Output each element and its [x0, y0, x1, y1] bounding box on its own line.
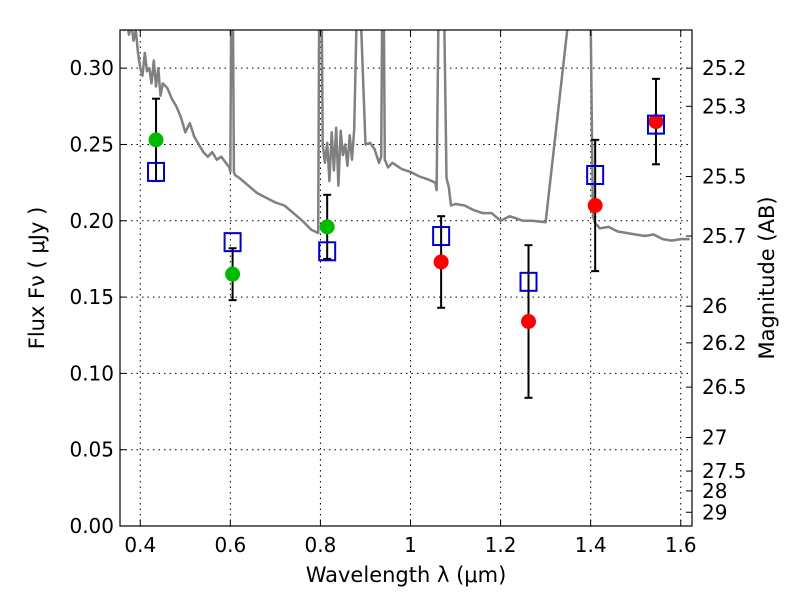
- y-tick-label: 0.30: [69, 56, 114, 80]
- detection-point: [648, 114, 664, 130]
- y-tick-label: 0.20: [69, 209, 114, 233]
- y2-tick-label: 25.7: [702, 224, 747, 248]
- x-tick-label: 0.6: [214, 533, 246, 557]
- grid: [120, 30, 692, 527]
- y-tick-label: 0.15: [69, 285, 114, 309]
- y-tick-label: 0.10: [69, 361, 114, 385]
- detection-point: [587, 198, 603, 214]
- y2-tick-label: 26.2: [702, 331, 747, 355]
- y2-tick-label: 25.2: [702, 56, 747, 80]
- model-square: [519, 271, 538, 292]
- y2-axis-label: Magnitude (AB): [755, 196, 779, 359]
- plot-frame: [119, 29, 693, 527]
- y2-tick-label: 28: [702, 479, 727, 503]
- model-square: [318, 241, 337, 262]
- x-tick-label: 0.8: [305, 533, 337, 557]
- model-square: [646, 114, 665, 135]
- x-tick-label: 1.2: [485, 533, 517, 557]
- x-tick-label: 1.4: [575, 533, 607, 557]
- y2-tick-label: 25.5: [702, 165, 747, 189]
- y-tick-label: 0.05: [69, 438, 114, 462]
- plot-area: [123, 30, 690, 399]
- y2-tick-label: 25.3: [702, 94, 747, 118]
- x-tick-label: 1.6: [665, 533, 697, 557]
- model-square: [223, 232, 242, 253]
- detection-point: [433, 254, 449, 270]
- y2-tick-label: 27: [702, 425, 727, 449]
- x-axis-label: Wavelength λ (μm): [306, 563, 507, 587]
- detection-point: [319, 219, 335, 235]
- y-tick-label: 0.25: [69, 132, 114, 156]
- model-square: [586, 164, 605, 185]
- y-axis-label: Flux Fν ( μJy ): [25, 207, 49, 350]
- detection-point: [521, 313, 537, 329]
- spectrum-line: [123, 30, 690, 242]
- x-tick-label: 1: [404, 533, 417, 557]
- y2-tick-label: 26: [702, 294, 727, 318]
- y2-tick-label: 29: [702, 500, 727, 524]
- x-tick-label: 0.4: [124, 533, 156, 557]
- detection-point: [225, 266, 241, 282]
- axis-ticks: 0.4 0.6 0.8 1 1.2 1.4 1.6 0.00 0.05 0.10 0.15 0.20 0…: [69, 30, 747, 557]
- model-square: [432, 226, 451, 247]
- y2-tick-label: 27.5: [702, 459, 747, 483]
- detection-point: [148, 132, 164, 148]
- y-tick-label: 0.00: [69, 514, 114, 538]
- model-square: [147, 161, 166, 182]
- y2-tick-label: 26.5: [702, 375, 747, 399]
